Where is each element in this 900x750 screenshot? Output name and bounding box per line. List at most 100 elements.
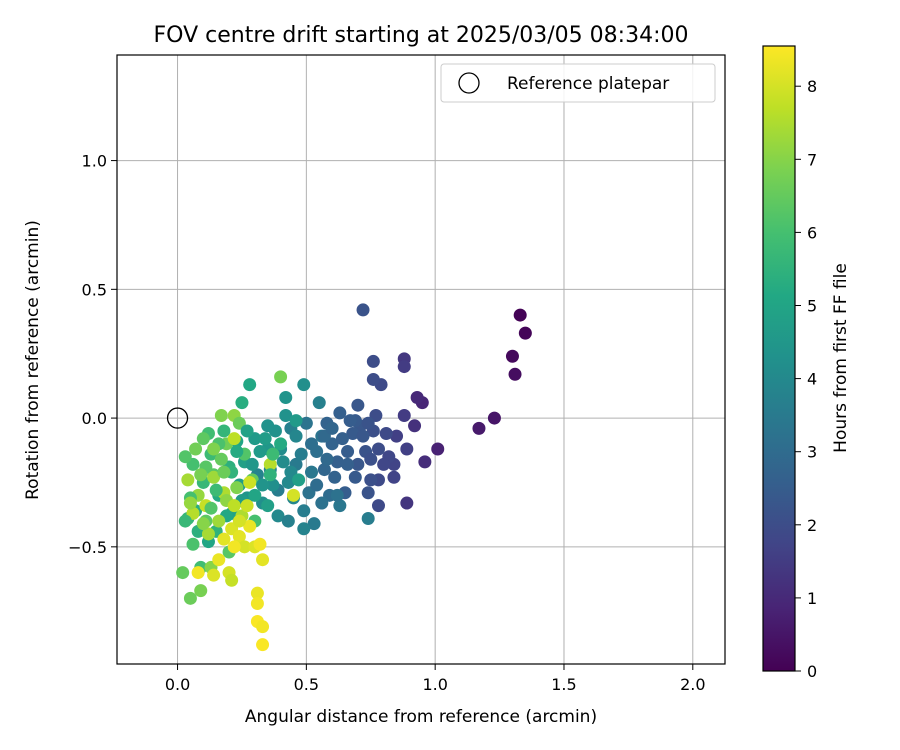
- data-point: [214, 409, 228, 423]
- data-point: [207, 442, 221, 456]
- data-point: [351, 398, 365, 412]
- data-point: [361, 512, 375, 526]
- data-point: [235, 396, 249, 410]
- data-point: [183, 591, 197, 605]
- data-point: [194, 468, 208, 482]
- data-point: [418, 455, 432, 469]
- data-point: [351, 457, 365, 471]
- data-point: [315, 496, 329, 510]
- data-point: [377, 457, 391, 471]
- colorbar-label: Hours from first FF file: [831, 263, 851, 453]
- data-point: [240, 499, 254, 513]
- data-point: [325, 421, 339, 435]
- data-point: [258, 432, 272, 446]
- data-point: [196, 432, 210, 446]
- colorbar-gradient: [762, 45, 796, 672]
- data-point: [320, 452, 334, 466]
- data-point: [256, 638, 270, 652]
- legend-label: Reference platepar: [507, 74, 669, 94]
- data-point: [243, 475, 257, 489]
- data-point: [212, 514, 226, 528]
- x-tick-label: 0.0: [165, 675, 190, 694]
- data-point: [289, 429, 303, 443]
- data-point: [181, 473, 195, 487]
- colorbar-tick-label: 1: [807, 589, 817, 608]
- data-point: [305, 465, 319, 479]
- data-point: [183, 496, 197, 510]
- data-point: [387, 470, 401, 484]
- x-axis-label: Angular distance from reference (arcmin): [245, 707, 597, 727]
- colorbar-tick-label: 3: [807, 443, 817, 462]
- data-point: [204, 501, 218, 515]
- data-point: [261, 499, 275, 513]
- data-point: [400, 496, 414, 510]
- data-point: [390, 429, 404, 443]
- data-point: [333, 406, 347, 420]
- data-point: [217, 532, 231, 546]
- data-point: [176, 566, 190, 580]
- data-point: [361, 486, 375, 500]
- y-axis-label: Rotation from reference (arcmin): [23, 220, 43, 500]
- data-point: [330, 455, 344, 469]
- colorbar-tick-label: 6: [807, 223, 817, 242]
- plot-area-frame: [116, 54, 726, 665]
- data-point: [207, 470, 221, 484]
- data-point: [227, 499, 241, 513]
- legend: Reference platepar: [440, 63, 716, 103]
- data-point: [346, 427, 360, 441]
- data-point: [240, 424, 254, 438]
- data-point: [227, 432, 241, 446]
- data-point: [189, 442, 203, 456]
- data-point: [292, 473, 306, 487]
- data-point: [279, 409, 293, 423]
- data-point: [361, 416, 375, 430]
- colorbar-tick-label: 5: [807, 297, 817, 316]
- data-point: [256, 620, 270, 634]
- x-tick-label: 1.0: [422, 675, 447, 694]
- data-point: [214, 452, 228, 466]
- y-tick-label: 1.0: [82, 152, 107, 171]
- data-point: [243, 378, 257, 392]
- data-point: [379, 427, 393, 441]
- data-point: [253, 445, 267, 459]
- data-point: [209, 483, 223, 497]
- data-point: [263, 457, 277, 471]
- data-point: [289, 414, 303, 428]
- data-point: [266, 478, 280, 492]
- data-point: [333, 499, 347, 513]
- data-point: [238, 540, 252, 554]
- data-point: [366, 372, 380, 386]
- y-tick-label: 0.0: [82, 409, 107, 428]
- data-point: [297, 378, 311, 392]
- data-point: [341, 445, 355, 459]
- data-point: [274, 437, 288, 451]
- data-point: [348, 470, 362, 484]
- colorbar-tick-label: 2: [807, 516, 817, 535]
- x-tick-label: 0.5: [294, 675, 319, 694]
- data-point: [371, 499, 385, 513]
- data-point: [250, 596, 264, 610]
- data-point: [328, 470, 342, 484]
- data-point: [274, 370, 288, 384]
- data-point: [343, 414, 357, 428]
- data-points: [176, 303, 532, 652]
- data-point: [408, 419, 422, 433]
- data-point: [253, 537, 267, 551]
- data-point: [310, 478, 324, 492]
- colorbar-ticks: 0 1 2 3 4 5 6 7 8: [795, 77, 817, 681]
- data-point: [266, 447, 280, 461]
- data-point: [297, 504, 311, 518]
- y-tick-label: −0.5: [68, 538, 107, 557]
- data-point: [248, 488, 262, 502]
- data-point: [196, 517, 210, 531]
- data-point: [397, 360, 411, 374]
- data-point: [271, 509, 285, 523]
- data-point: [232, 514, 246, 528]
- data-point: [263, 468, 277, 482]
- colorbar-tick-label: 4: [807, 370, 817, 389]
- data-point: [256, 553, 270, 567]
- data-point: [281, 475, 295, 489]
- data-point: [178, 514, 192, 528]
- colorbar-tick-label: 8: [807, 77, 817, 96]
- y-axis-ticks: −0.5 0.0 0.5 1.0: [68, 152, 117, 557]
